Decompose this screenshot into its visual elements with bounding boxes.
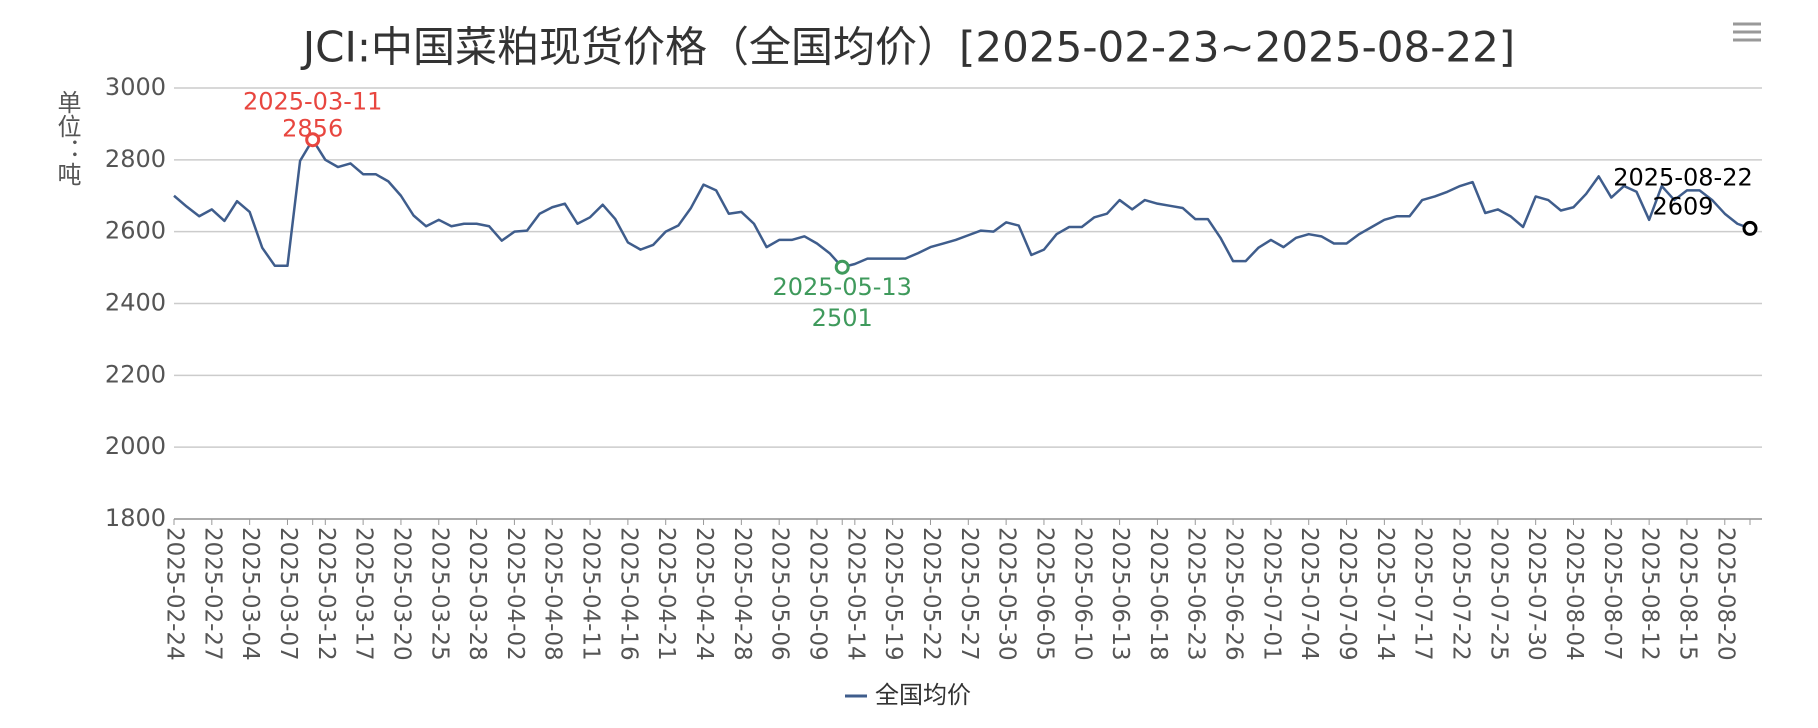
- y-tick-label: 2600: [105, 217, 166, 245]
- x-tick-label: 2025-06-26: [1221, 527, 1247, 661]
- x-tick-label: 2025-06-13: [1107, 527, 1133, 661]
- x-tick-label: 2025-07-25: [1485, 527, 1511, 661]
- point-value-label: 2609: [1652, 192, 1713, 220]
- x-tick-label: 2025-08-20: [1712, 527, 1738, 661]
- highlight-point: [834, 259, 850, 275]
- x-tick-label: 2025-07-09: [1334, 527, 1360, 661]
- x-tick-label: 2025-05-30: [994, 527, 1020, 661]
- x-tick-label: 2025-08-07: [1599, 527, 1625, 661]
- highlight-point: [305, 132, 321, 148]
- data-line: [173, 138, 1751, 269]
- y-tick-label: 2000: [105, 432, 166, 460]
- y-tick-label: 3000: [105, 73, 166, 101]
- x-tick-label: 2025-07-22: [1448, 527, 1474, 661]
- y-tick-label: 2800: [105, 145, 166, 173]
- x-tick-label: 2025-03-25: [426, 527, 452, 661]
- x-tick-label: 2025-06-23: [1183, 527, 1209, 661]
- x-tick-label: 2025-03-28: [464, 527, 490, 661]
- x-tick-label: 2025-03-17: [351, 527, 377, 661]
- point-date-label: 2025-08-22: [1613, 163, 1752, 191]
- x-tick-label: 2025-06-05: [1031, 527, 1057, 661]
- x-tick-label: 2025-07-01: [1258, 527, 1284, 661]
- y-tick-label: 2400: [105, 289, 166, 317]
- menu-icon[interactable]: [1733, 22, 1761, 42]
- x-tick-label: 2025-08-15: [1674, 527, 1700, 661]
- x-tick-label: 2025-08-04: [1561, 527, 1587, 661]
- x-tick-label: 2025-03-20: [388, 527, 414, 661]
- x-tick-label: 2025-07-14: [1372, 527, 1398, 661]
- x-tick-label: 2025-08-12: [1637, 527, 1663, 661]
- y-axis-label: 单位：吨: [53, 90, 81, 186]
- x-tick-label: 2025-05-22: [918, 527, 944, 661]
- highlight-point: [1742, 220, 1758, 236]
- point-date-label: 2025-05-13: [772, 273, 911, 301]
- y-tick-label: 1800: [105, 504, 166, 532]
- x-tick-label: 2025-07-30: [1523, 527, 1549, 661]
- legend-label: 全国均价: [875, 681, 971, 709]
- x-tick-label: 2025-03-12: [313, 527, 339, 661]
- x-tick-label: 2025-04-02: [502, 527, 528, 661]
- x-tick-label: 2025-02-24: [162, 527, 188, 661]
- x-tick-label: 2025-02-27: [199, 527, 225, 661]
- x-tick-label: 2025-04-11: [578, 527, 604, 661]
- x-tick-label: 2025-05-19: [880, 527, 906, 661]
- x-tick-label: 2025-07-17: [1410, 527, 1436, 661]
- point-value-label: 2856: [282, 115, 343, 143]
- point-date-label: 2025-03-11: [243, 88, 382, 116]
- x-tick-label: 2025-04-28: [729, 527, 755, 661]
- x-tick-label: 2025-06-18: [1145, 527, 1171, 661]
- x-tick-label: 2025-05-09: [805, 527, 831, 661]
- point-value-label: 2501: [812, 304, 873, 332]
- y-tick-label: 2200: [105, 360, 166, 388]
- x-tick-label: 2025-05-27: [956, 527, 982, 661]
- x-tick-label: 2025-06-10: [1069, 527, 1095, 661]
- x-tick-label: 2025-04-24: [691, 527, 717, 661]
- x-tick-label: 2025-04-16: [615, 527, 641, 661]
- x-tick-label: 2025-03-04: [237, 527, 263, 661]
- x-tick-label: 2025-05-06: [767, 527, 793, 661]
- x-tick-label: 2025-04-08: [540, 527, 566, 661]
- x-tick-label: 2025-05-14: [842, 527, 868, 661]
- chart-title: JCI:中国菜粕现货价格（全国均价）[2025-02-23~2025-08-22…: [300, 23, 1515, 72]
- x-tick-label: 2025-07-04: [1296, 527, 1322, 661]
- x-tick-label: 2025-04-21: [653, 527, 679, 661]
- x-tick-label: 2025-03-07: [275, 527, 301, 661]
